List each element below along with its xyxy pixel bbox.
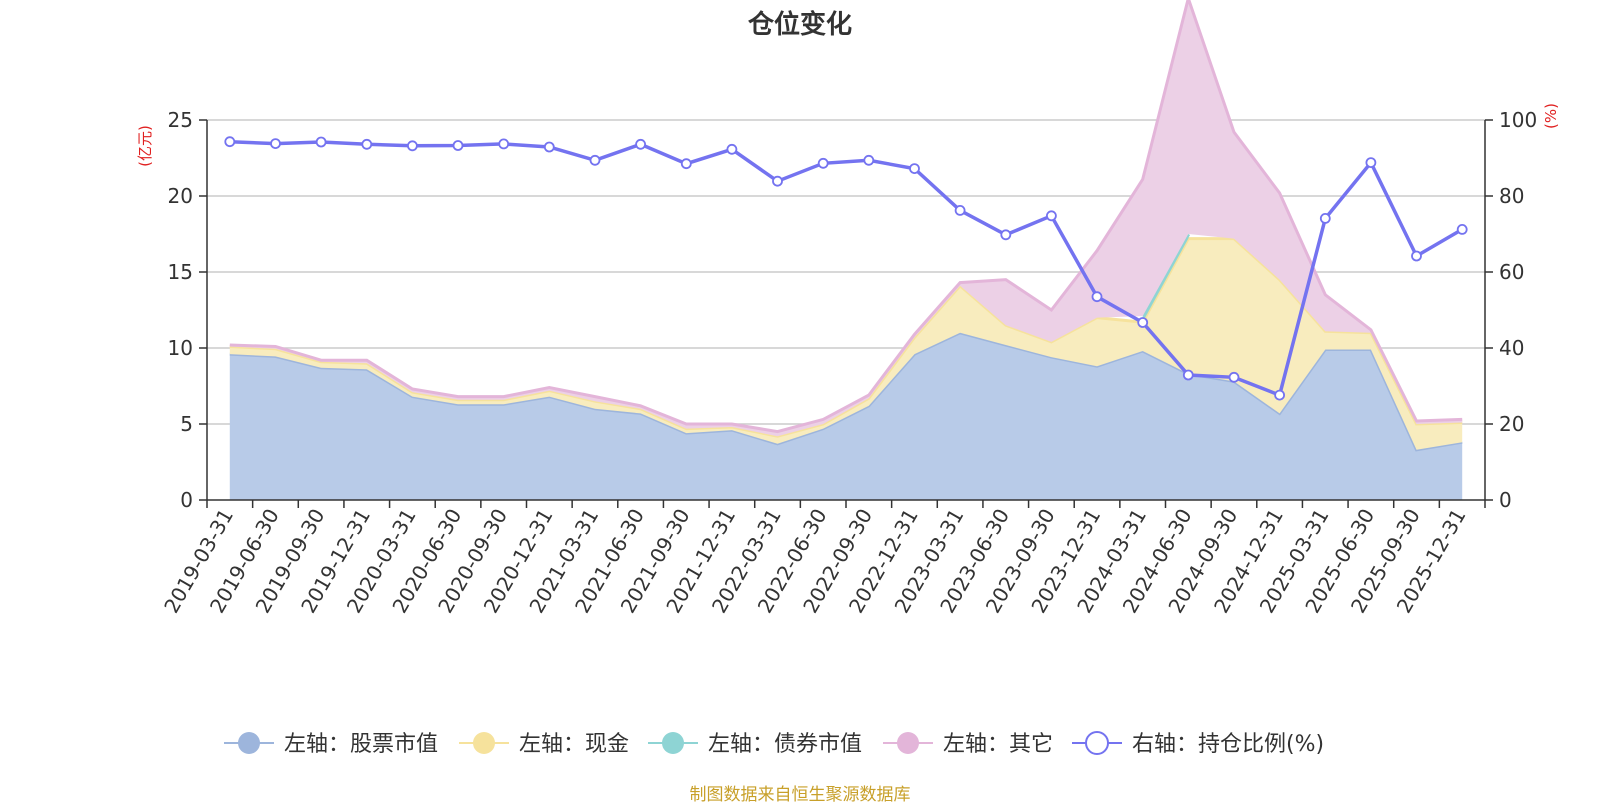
- legend-item: 左轴：其它: [883, 732, 1053, 757]
- legend-marker: [662, 732, 684, 754]
- right-axis-unit-label: (%): [1542, 103, 1560, 129]
- legend-item: 右轴：持仓比例(%): [1072, 731, 1324, 757]
- ratio-line: [229, 139, 1464, 398]
- ratio-point: [680, 158, 692, 170]
- ratio-point: [224, 136, 236, 148]
- left-axis-tick-label: 10: [168, 336, 193, 360]
- ratio-point: [726, 143, 738, 155]
- ratio-line-series: [224, 136, 1468, 401]
- legend-marker: [897, 732, 919, 754]
- ratio-point: [589, 154, 601, 166]
- legend-label: 左轴：其它: [943, 732, 1053, 757]
- legend: 左轴：股票市值 左轴：现金 左轴：债券市值 左轴：其它 右轴：持仓比例(%): [224, 731, 1324, 757]
- ratio-point: [909, 163, 920, 175]
- ratio-point: [863, 154, 875, 166]
- legend-item: 左轴：股票市值: [224, 732, 438, 757]
- right-axis-tick-label: 20: [1499, 412, 1524, 436]
- left-axis-tick-label: 20: [168, 184, 193, 208]
- legend-label: 右轴：持仓比例(%): [1132, 732, 1324, 757]
- legend-marker: [473, 732, 495, 754]
- ratio-point: [1274, 389, 1285, 401]
- right-axis-tick-label: 0: [1499, 488, 1512, 512]
- ratio-point: [452, 140, 464, 151]
- ratio-point: [1365, 157, 1377, 169]
- legend-marker: [238, 732, 260, 754]
- stacked-areas: [229, 0, 1463, 500]
- ratio-point: [817, 157, 829, 169]
- right-axis-tick-label: 100: [1499, 108, 1537, 132]
- ratio-point: [270, 138, 281, 150]
- ratio-point: [406, 140, 418, 152]
- ratio-point: [543, 141, 555, 153]
- ratio-point: [315, 136, 327, 148]
- legend-item: 左轴：现金: [459, 732, 629, 757]
- ratio-point: [635, 138, 646, 150]
- ratio-point: [772, 175, 783, 187]
- legend-item: 左轴：债券市值: [648, 732, 862, 757]
- ratio-point: [1182, 369, 1194, 381]
- right-axis-tick-label: 80: [1499, 184, 1524, 208]
- ratio-point: [1000, 229, 1012, 241]
- right-axis-tick-label: 40: [1499, 336, 1524, 360]
- ratio-point: [1137, 317, 1149, 328]
- ratio-point: [1228, 371, 1240, 383]
- left-axis-tick-label: 15: [168, 260, 193, 284]
- area-1: [229, 238, 1463, 450]
- area-0: [229, 332, 1463, 500]
- legend-label: 左轴：债券市值: [708, 732, 862, 757]
- legend-label: 左轴：股票市值: [284, 732, 438, 757]
- legend-marker: [1085, 731, 1109, 755]
- left-axis-tick-label: 5: [180, 412, 193, 436]
- ratio-point: [954, 204, 966, 216]
- ratio-point: [1456, 223, 1468, 235]
- ratio-point: [1319, 212, 1331, 224]
- ratio-point: [361, 138, 373, 150]
- legend-label: 左轴：现金: [519, 732, 629, 757]
- ratio-point: [1091, 291, 1103, 303]
- left-axis-tick-label: 0: [180, 488, 193, 512]
- ratio-point: [1411, 250, 1422, 262]
- left-axis-unit-label: (亿元): [136, 125, 154, 167]
- area-3: [229, 0, 1463, 437]
- left-axis-tick-label: 25: [168, 108, 193, 132]
- chart-title: 仓位变化: [747, 10, 852, 40]
- right-axis-tick-label: 60: [1499, 260, 1524, 284]
- area-line-3: [229, 0, 1463, 434]
- data-source-note: 制图数据来自恒生聚源数据库: [689, 785, 911, 805]
- ratio-point: [1046, 210, 1057, 222]
- ratio-point: [498, 138, 510, 150]
